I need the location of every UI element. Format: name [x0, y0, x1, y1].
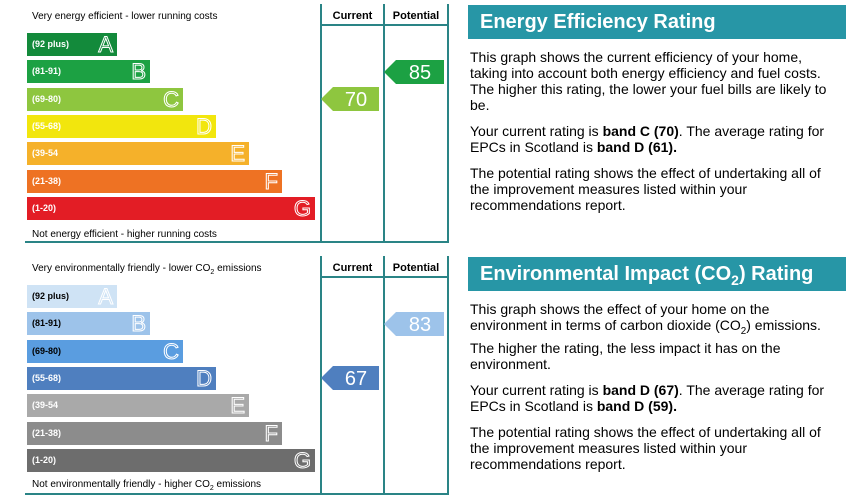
- band-range-label: (1-20): [32, 202, 57, 213]
- band-letter-label: D: [196, 365, 213, 391]
- band-range-label: (81-91): [32, 66, 62, 77]
- band-e-bar: (39-54 E: [27, 141, 249, 167]
- energy-info-description: This graph shows the current efficiency …: [470, 49, 827, 113]
- energy-rating-chart: Current Potential Very energy efficient …: [25, 4, 449, 243]
- band-range-label: (21-38): [32, 427, 62, 438]
- band-g-bar: (1-20) G: [27, 195, 315, 221]
- potential-rating-arrow: 83: [384, 311, 444, 336]
- band-f-bar: (21-38) F: [27, 420, 282, 446]
- band-range-label: (55-68): [32, 120, 62, 131]
- current-column-divider: [320, 4, 322, 241]
- current-rating-arrow: 70: [321, 87, 379, 112]
- environment-info-panel: Environmental Impact (CO2) Rating This g…: [468, 257, 846, 472]
- header-rule: [320, 276, 447, 278]
- band-b-bar: (81-91) B: [27, 59, 150, 85]
- current-arrow-shape: [321, 87, 379, 112]
- band-letter-label: D: [196, 113, 213, 139]
- band-letter-label: E: [230, 141, 246, 167]
- environment-info-rating: Your current rating is band D (67). The …: [470, 381, 825, 414]
- potential-arrow-shape: [384, 311, 444, 336]
- band-e-bar: (39-54 E: [27, 393, 249, 419]
- band-letter-label: F: [264, 168, 278, 194]
- potential-arrow-shape: [384, 59, 444, 84]
- band-letter-label: B: [131, 311, 147, 337]
- potential-rating-arrow: 85: [384, 59, 444, 84]
- band-letter-label: A: [98, 284, 114, 310]
- current-column-divider: [320, 256, 322, 493]
- potential-rating-value: 83: [409, 314, 431, 336]
- chart-top-caption: Very energy efficient - lower running co…: [32, 11, 218, 22]
- current-header: Current: [332, 262, 373, 274]
- current-rating-value: 67: [345, 368, 367, 390]
- band-g-bar: (1-20) G: [27, 447, 315, 473]
- header-rule: [320, 24, 447, 26]
- band-letter-label: G: [293, 447, 311, 473]
- energy-info-panel: Energy Efficiency Rating This graph show…: [468, 5, 846, 213]
- band-range-label: (81-91): [32, 318, 62, 329]
- chart-top-caption: Very environmentally friendly - lower CO…: [32, 263, 262, 276]
- band-a-bar: (92 plus) A: [27, 284, 117, 310]
- band-letter-label: C: [163, 338, 180, 364]
- energy-info-rating: Your current rating is band C (70). The …: [470, 123, 825, 155]
- band-range-label: (92 plus): [32, 291, 70, 301]
- potential-column-divider: [383, 4, 385, 241]
- band-range-label: (21-38): [32, 175, 62, 186]
- potential-header: Potential: [392, 262, 440, 274]
- band-c-bar: (69-80) C: [27, 338, 183, 364]
- environment-rating-chart: Current Potential Very environmentally f…: [25, 256, 449, 495]
- band-d-bar: (55-68) D: [27, 113, 216, 139]
- band-letter-label: E: [230, 393, 246, 419]
- band-letter-label: A: [98, 32, 114, 58]
- band-range-label: (69-80): [32, 93, 62, 104]
- band-range-label: (92 plus): [32, 39, 70, 49]
- potential-column-divider: [383, 256, 385, 493]
- band-range-label: (55-68): [32, 372, 62, 383]
- energy-info-potential: The potential rating shows the effect of…: [470, 165, 821, 213]
- band-a-bar: (92 plus) A: [27, 32, 117, 58]
- current-header: Current: [332, 10, 373, 22]
- band-f-bar: (21-38) F: [27, 168, 282, 194]
- band-d-bar: (55-68) D: [27, 365, 216, 391]
- current-rating-arrow: 67: [321, 366, 379, 391]
- band-range-label: (1-20): [32, 454, 57, 465]
- environment-info-description: This graph shows the effect of your home…: [470, 301, 821, 372]
- chart-bottom-caption: Not environmentally friendly - higher CO…: [32, 479, 262, 492]
- band-letter-label: C: [163, 86, 180, 112]
- energy-info-title: Energy Efficiency Rating: [468, 5, 846, 39]
- band-c-bar: (69-80) C: [27, 86, 183, 112]
- band-letter-label: B: [131, 59, 147, 85]
- potential-header: Potential: [392, 10, 440, 22]
- band-range-label: (69-80): [32, 345, 62, 356]
- band-range-label: (39-54: [32, 400, 59, 411]
- band-b-bar: (81-91) B: [27, 311, 150, 337]
- potential-rating-value: 85: [409, 62, 431, 84]
- chart-bottom-caption: Not energy efficient - higher running co…: [32, 229, 217, 240]
- environment-info-title: Environmental Impact (CO2) Rating: [468, 257, 846, 291]
- environment-info-potential: The potential rating shows the effect of…: [470, 423, 821, 472]
- current-rating-value: 70: [345, 89, 367, 111]
- band-range-label: (39-54: [32, 148, 59, 159]
- band-letter-label: F: [264, 420, 278, 446]
- band-letter-label: G: [293, 195, 311, 221]
- current-arrow-shape: [321, 366, 379, 391]
